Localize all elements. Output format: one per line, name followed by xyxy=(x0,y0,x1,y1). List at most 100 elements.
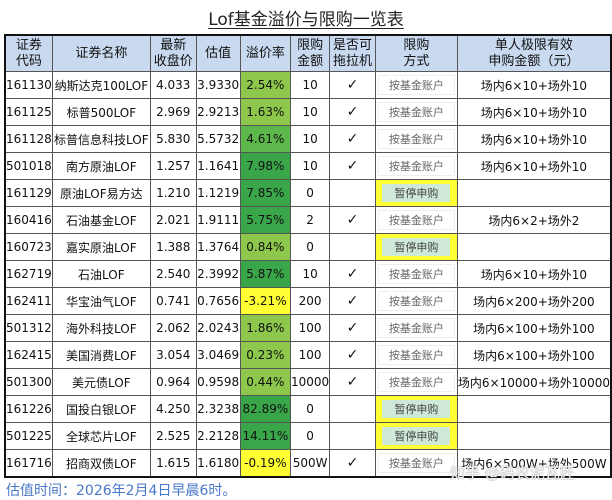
table-row: 161125 标普500LOF 2.969 2.9213 1.63% 10 ✓ 按基金账户 场内… xyxy=(4,98,612,126)
cell-close: 2.540 xyxy=(149,260,197,288)
cell-premium: 7.98% xyxy=(239,152,292,180)
table-body: 161130 纳斯达克100LOF 4.033 3.9330 2.54% 10 ✓ 按基金账户… xyxy=(4,71,612,478)
cell-max-amount: 场内6×500W+场外500W xyxy=(456,449,612,478)
cell-method: 按基金账户 xyxy=(374,449,458,478)
cell-close: 2.969 xyxy=(149,98,197,126)
cell-close: 1.210 xyxy=(149,179,197,207)
cell-name: 原油LOF易方达 xyxy=(51,179,151,207)
table-row: 161716 招商双债LOF 1.615 1.6180 -0.19% 500W ✓ 按基金账户… xyxy=(4,449,612,478)
cell-nav: 2.2128 xyxy=(195,422,241,450)
cell-limit: 0 xyxy=(290,422,331,450)
cell-name: 华宝油气LOF xyxy=(51,287,151,315)
header-line: 申购金额（元） xyxy=(488,53,580,69)
cell-close: 2.062 xyxy=(149,314,197,342)
cell-code: 161130 xyxy=(4,71,53,99)
cell-method: 按基金账户 xyxy=(374,152,458,180)
cell-name: 石油LOF xyxy=(51,260,151,288)
cell-premium: 1.63% xyxy=(239,98,292,126)
cell-limit: 0 xyxy=(290,233,331,261)
cell-premium: 4.61% xyxy=(239,125,292,153)
cell-name: 海外科技LOF xyxy=(51,314,151,342)
check-icon: ✓ xyxy=(329,287,376,315)
header-code: 证券 代码 xyxy=(4,34,53,72)
cell-premium: 1.86% xyxy=(239,314,292,342)
cell-method: 按基金账户 xyxy=(374,98,458,126)
table-row: 501018 南方原油LOF 1.257 1.1641 7.98% 10 ✓ 按基金账户 场内6… xyxy=(4,152,612,180)
cell-name: 南方原油LOF xyxy=(51,152,151,180)
cell-name: 嘉实原油LOF xyxy=(51,233,151,261)
lof-table: 证券 代码 证券名称 最新 收盘价 估值 溢价率 限购 金额 是否可 拖拉机 限购 方式 单人极限有效 申购… xyxy=(4,34,612,478)
cell-limit: 10 xyxy=(290,152,331,180)
cell-max-amount: 场内6×10+场外10 xyxy=(456,98,612,126)
suspend-badge: 暂停申购 xyxy=(382,400,451,418)
method-badge: 按基金账户 xyxy=(377,129,455,149)
cell-nav: 0.9598 xyxy=(195,368,241,396)
cell-close: 4.033 xyxy=(149,71,197,99)
title-text: Lof基金溢价与限购一览表 xyxy=(208,10,404,30)
header-line: 证券名称 xyxy=(75,45,128,61)
cell-max-amount: 场内6×10000+场外10000 xyxy=(456,368,612,396)
cell-name: 招商双债LOF xyxy=(51,449,151,478)
cell-method: 暂停申购 xyxy=(374,179,458,207)
table-row: 161130 纳斯达克100LOF 4.033 3.9330 2.54% 10 ✓ 按基金账户… xyxy=(4,71,612,99)
cell-nav: 2.0243 xyxy=(195,314,241,342)
cell-name: 石油基金LOF xyxy=(51,206,151,234)
cell-limit: 2 xyxy=(290,206,331,234)
cell-limit: 100 xyxy=(290,314,331,342)
table-row: 161226 国投白银LOF 4.250 2.3238 82.89% 0 暂停申购 xyxy=(4,395,612,423)
check-icon: ✓ xyxy=(329,449,376,478)
header-line: 估值 xyxy=(205,45,232,61)
cell-code: 160723 xyxy=(4,233,53,261)
header-close: 最新 收盘价 xyxy=(149,34,197,72)
cell-limit: 200 xyxy=(290,287,331,315)
header-line: 方式 xyxy=(403,53,430,69)
header-tractor: 是否可 拖拉机 xyxy=(329,34,376,72)
header-line: 最新 xyxy=(160,37,187,53)
cell-premium: 2.54% xyxy=(239,71,292,99)
header-line: 单人极限有效 xyxy=(494,37,573,53)
check-icon: ✓ xyxy=(329,152,376,180)
cell-code: 161125 xyxy=(4,98,53,126)
method-badge: 按基金账户 xyxy=(377,75,455,95)
cell-tractor xyxy=(329,233,376,261)
header-name: 证券名称 xyxy=(51,34,151,72)
cell-tractor xyxy=(329,422,376,450)
table-header-row: 证券 代码 证券名称 最新 收盘价 估值 溢价率 限购 金额 是否可 拖拉机 限购 方式 单人极限有效 申购… xyxy=(4,34,612,72)
cell-close: 0.741 xyxy=(149,287,197,315)
cell-code: 161716 xyxy=(4,449,53,478)
method-badge: 按基金账户 xyxy=(377,156,455,176)
cell-max-amount: 场内6×10+场外10 xyxy=(456,125,612,153)
header-method: 限购 方式 xyxy=(374,34,458,72)
cell-max-amount: 场内6×2+场外2 xyxy=(456,206,612,234)
cell-max-amount: 场内6×100+场外100 xyxy=(456,314,612,342)
table-row: 161129 原油LOF易方达 1.210 1.1219 7.85% 0 暂停申购 xyxy=(4,179,612,207)
cell-nav: 2.9213 xyxy=(195,98,241,126)
cell-premium: 5.75% xyxy=(239,206,292,234)
cell-close: 2.525 xyxy=(149,422,197,450)
cell-limit: 0 xyxy=(290,179,331,207)
header-nav: 估值 xyxy=(195,34,241,72)
check-icon: ✓ xyxy=(329,368,376,396)
cell-nav: 3.9330 xyxy=(195,71,241,99)
header-limit: 限购 金额 xyxy=(290,34,331,72)
cell-close: 4.250 xyxy=(149,395,197,423)
cell-nav: 5.5732 xyxy=(195,125,241,153)
suspend-badge: 暂停申购 xyxy=(382,238,451,256)
cell-method: 按基金账户 xyxy=(374,287,458,315)
header-line: 限购 xyxy=(297,37,324,53)
cell-premium: 0.23% xyxy=(239,341,292,369)
table-row: 501300 美元债LOF 0.964 0.9598 0.44% 10000 ✓ 按基金账户场… xyxy=(4,368,612,396)
cell-close: 1.388 xyxy=(149,233,197,261)
cell-close: 1.257 xyxy=(149,152,197,180)
suspend-badge: 暂停申购 xyxy=(382,427,451,445)
cell-premium: 82.89% xyxy=(239,395,292,423)
cell-method: 按基金账户 xyxy=(374,260,458,288)
suspend-badge: 暂停申购 xyxy=(382,184,451,202)
cell-name: 国投白银LOF xyxy=(51,395,151,423)
cell-limit: 10 xyxy=(290,260,331,288)
check-icon: ✓ xyxy=(329,206,376,234)
method-badge: 按基金账户 xyxy=(377,453,455,473)
cell-method: 按基金账户 xyxy=(374,71,458,99)
cell-limit: 10 xyxy=(290,125,331,153)
cell-tractor xyxy=(329,395,376,423)
